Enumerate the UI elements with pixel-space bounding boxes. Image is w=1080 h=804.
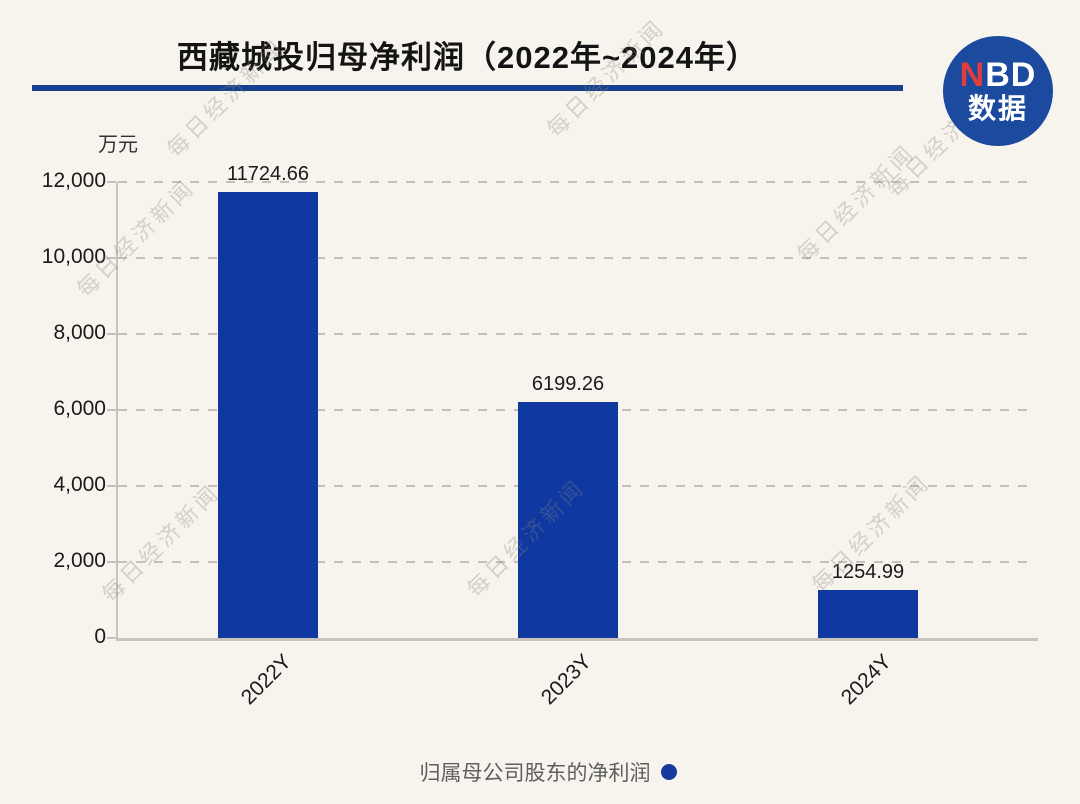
legend: 归属母公司股东的净利润 <box>0 756 1080 788</box>
y-axis-tick <box>107 409 116 411</box>
nbd-logo: NBD 数据 <box>943 36 1053 146</box>
y-axis-tick-label: 6,000 <box>53 397 106 420</box>
bar-value-label: 1254.99 <box>831 561 905 584</box>
bar-2023Y <box>518 402 618 638</box>
logo-letter-n: N <box>959 56 986 94</box>
y-axis-tick-label: 8,000 <box>53 321 106 344</box>
bar-value-label: 6199.26 <box>531 373 605 396</box>
y-axis-tick <box>107 257 116 259</box>
logo-subtitle: 数据 <box>967 93 1028 124</box>
gridline <box>118 181 1036 183</box>
x-axis-line <box>116 638 1038 641</box>
bar-2024Y <box>818 590 918 638</box>
y-axis-tick-label: 10,000 <box>41 245 106 268</box>
y-axis-tick-label: 12,000 <box>41 169 106 192</box>
y-axis-tick <box>107 333 116 335</box>
y-axis-tick <box>107 485 116 487</box>
title-underline <box>32 85 903 91</box>
legend-marker-dot <box>660 764 677 780</box>
y-axis-unit-label: 万元 <box>98 134 138 156</box>
y-axis-tick <box>107 637 116 639</box>
logo-letters-bd: BD <box>985 56 1037 94</box>
y-axis-tick <box>107 561 116 563</box>
bar-value-label: 11724.66 <box>227 163 309 186</box>
y-axis-tick-label: 0 <box>94 625 106 648</box>
y-axis-tick-label: 2,000 <box>53 549 106 572</box>
logo-nbd-text: NBD <box>960 57 1037 93</box>
page-title: 西藏城投归母净利润（2022年~2024年） <box>176 39 759 75</box>
legend-label: 归属母公司股东的净利润 <box>419 762 651 785</box>
gridline <box>118 257 1036 259</box>
y-axis-tick <box>107 181 116 183</box>
y-axis-tick-label: 4,000 <box>53 473 106 496</box>
gridline <box>118 333 1036 335</box>
x-axis-label: 2023Y <box>537 650 597 710</box>
bar-2022Y <box>218 192 318 638</box>
x-axis-label: 2022Y <box>237 650 297 710</box>
y-axis-line <box>116 182 118 640</box>
x-axis-label: 2024Y <box>837 650 897 710</box>
